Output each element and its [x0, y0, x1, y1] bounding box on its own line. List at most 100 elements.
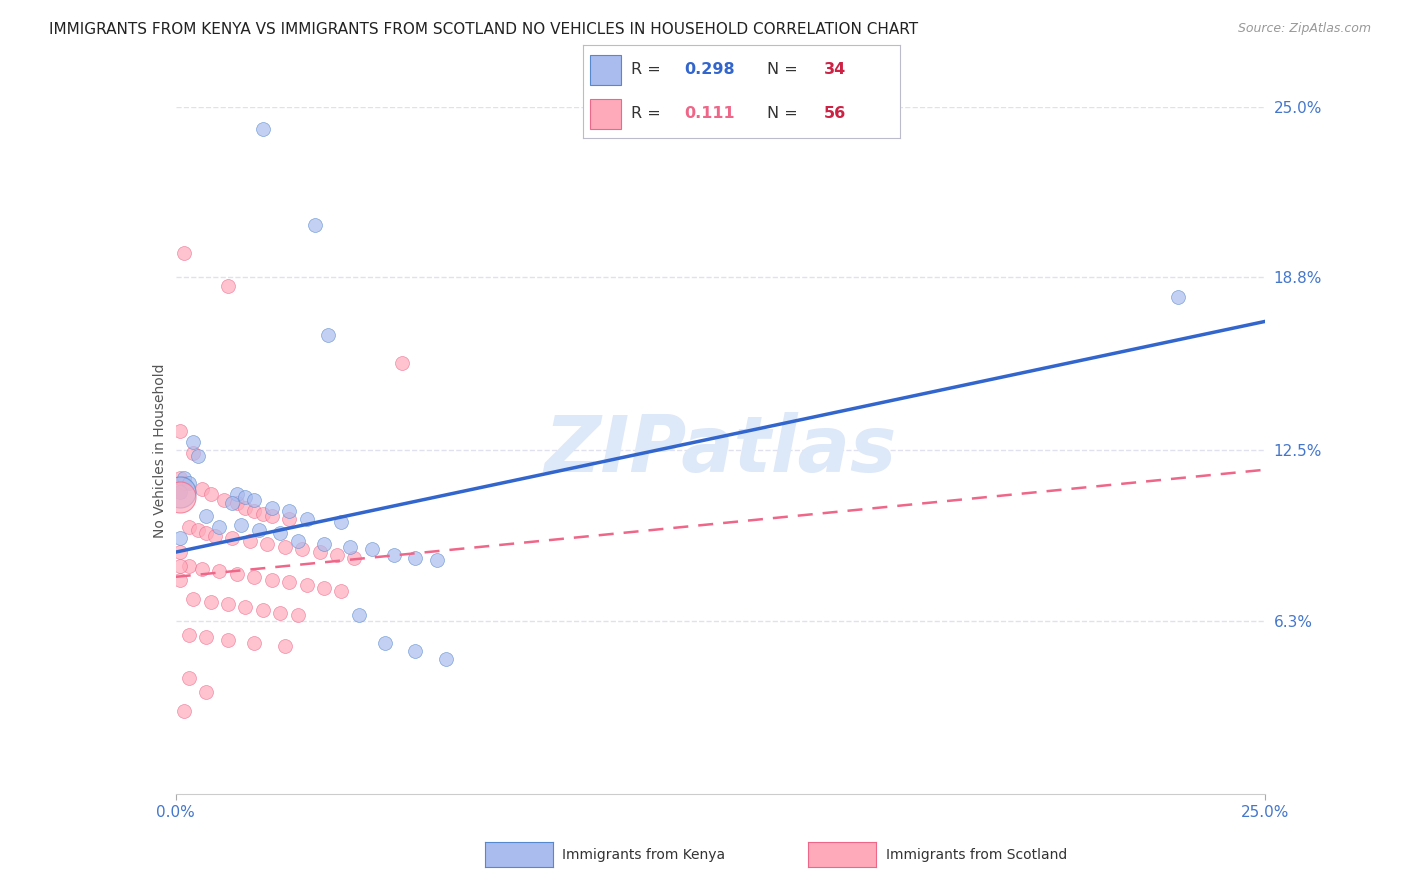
Point: [287, 534, 309, 549]
Text: 0.111: 0.111: [685, 106, 735, 121]
Point: [239, 534, 262, 549]
Point: [177, 672, 200, 686]
Point: [235, 600, 257, 615]
Point: [186, 523, 209, 537]
Point: [405, 550, 427, 565]
Point: [195, 685, 218, 699]
Point: [260, 573, 283, 587]
Point: [173, 245, 195, 260]
Point: [177, 558, 200, 573]
Point: [208, 565, 231, 579]
Point: [287, 608, 309, 623]
Point: [312, 581, 335, 595]
Point: [217, 278, 239, 293]
Point: [195, 525, 218, 540]
Y-axis label: No Vehicles in Household: No Vehicles in Household: [153, 363, 167, 538]
Point: [173, 705, 195, 719]
Point: [169, 532, 191, 546]
Bar: [591, 99, 621, 129]
Point: [295, 512, 318, 526]
Point: [177, 476, 200, 491]
Point: [330, 515, 353, 529]
Text: N =: N =: [768, 106, 803, 121]
Point: [231, 517, 253, 532]
Point: [169, 558, 191, 573]
Point: [343, 550, 366, 565]
Point: [191, 561, 214, 575]
Point: [308, 545, 330, 559]
Point: [225, 487, 247, 501]
Text: Immigrants from Kenya: Immigrants from Kenya: [562, 847, 725, 862]
Text: N =: N =: [768, 62, 803, 78]
Point: [243, 636, 266, 650]
Text: 56: 56: [824, 106, 846, 121]
Point: [434, 652, 457, 666]
Point: [1167, 290, 1189, 304]
Point: [269, 606, 291, 620]
Point: [256, 537, 278, 551]
Point: [278, 504, 301, 518]
Point: [169, 490, 191, 504]
Point: [360, 542, 382, 557]
Point: [173, 471, 195, 485]
Point: [217, 633, 239, 648]
Point: [391, 355, 413, 369]
Point: [181, 446, 204, 460]
Point: [169, 471, 191, 485]
Point: [173, 476, 195, 491]
Point: [274, 639, 297, 653]
Text: ZIPatlas: ZIPatlas: [544, 412, 897, 489]
Point: [426, 553, 449, 567]
Point: [252, 122, 274, 136]
Point: [291, 542, 314, 557]
Point: [195, 630, 218, 644]
Point: [243, 570, 266, 584]
Point: [278, 512, 301, 526]
Point: [200, 487, 222, 501]
Point: [330, 583, 353, 598]
Point: [225, 496, 247, 510]
Point: [221, 496, 243, 510]
Point: [204, 528, 226, 542]
Point: [274, 540, 297, 554]
Text: R =: R =: [631, 62, 666, 78]
Point: [177, 520, 200, 534]
Point: [312, 537, 335, 551]
Point: [225, 567, 247, 582]
Point: [221, 532, 243, 546]
Point: [169, 484, 191, 499]
Point: [260, 501, 283, 516]
Text: R =: R =: [631, 106, 671, 121]
Point: [374, 636, 396, 650]
Point: [269, 525, 291, 540]
Point: [405, 644, 427, 658]
Text: 34: 34: [824, 62, 846, 78]
Point: [326, 548, 349, 562]
Point: [295, 578, 318, 592]
Point: [243, 492, 266, 507]
Point: [181, 591, 204, 606]
Point: [247, 523, 270, 537]
Point: [217, 597, 239, 611]
Bar: [591, 55, 621, 85]
Text: Source: ZipAtlas.com: Source: ZipAtlas.com: [1237, 22, 1371, 36]
Point: [212, 492, 235, 507]
Point: [169, 545, 191, 559]
Point: [191, 482, 214, 496]
Text: 0.298: 0.298: [685, 62, 735, 78]
Point: [235, 490, 257, 504]
Point: [382, 548, 405, 562]
Point: [169, 484, 191, 499]
Text: Immigrants from Scotland: Immigrants from Scotland: [886, 847, 1067, 862]
Point: [347, 608, 370, 623]
Point: [304, 218, 326, 232]
Point: [252, 507, 274, 521]
Point: [200, 594, 222, 608]
Point: [252, 603, 274, 617]
Point: [208, 520, 231, 534]
Point: [260, 509, 283, 524]
Point: [186, 449, 209, 463]
Point: [278, 575, 301, 590]
Point: [339, 540, 361, 554]
Point: [169, 424, 191, 438]
